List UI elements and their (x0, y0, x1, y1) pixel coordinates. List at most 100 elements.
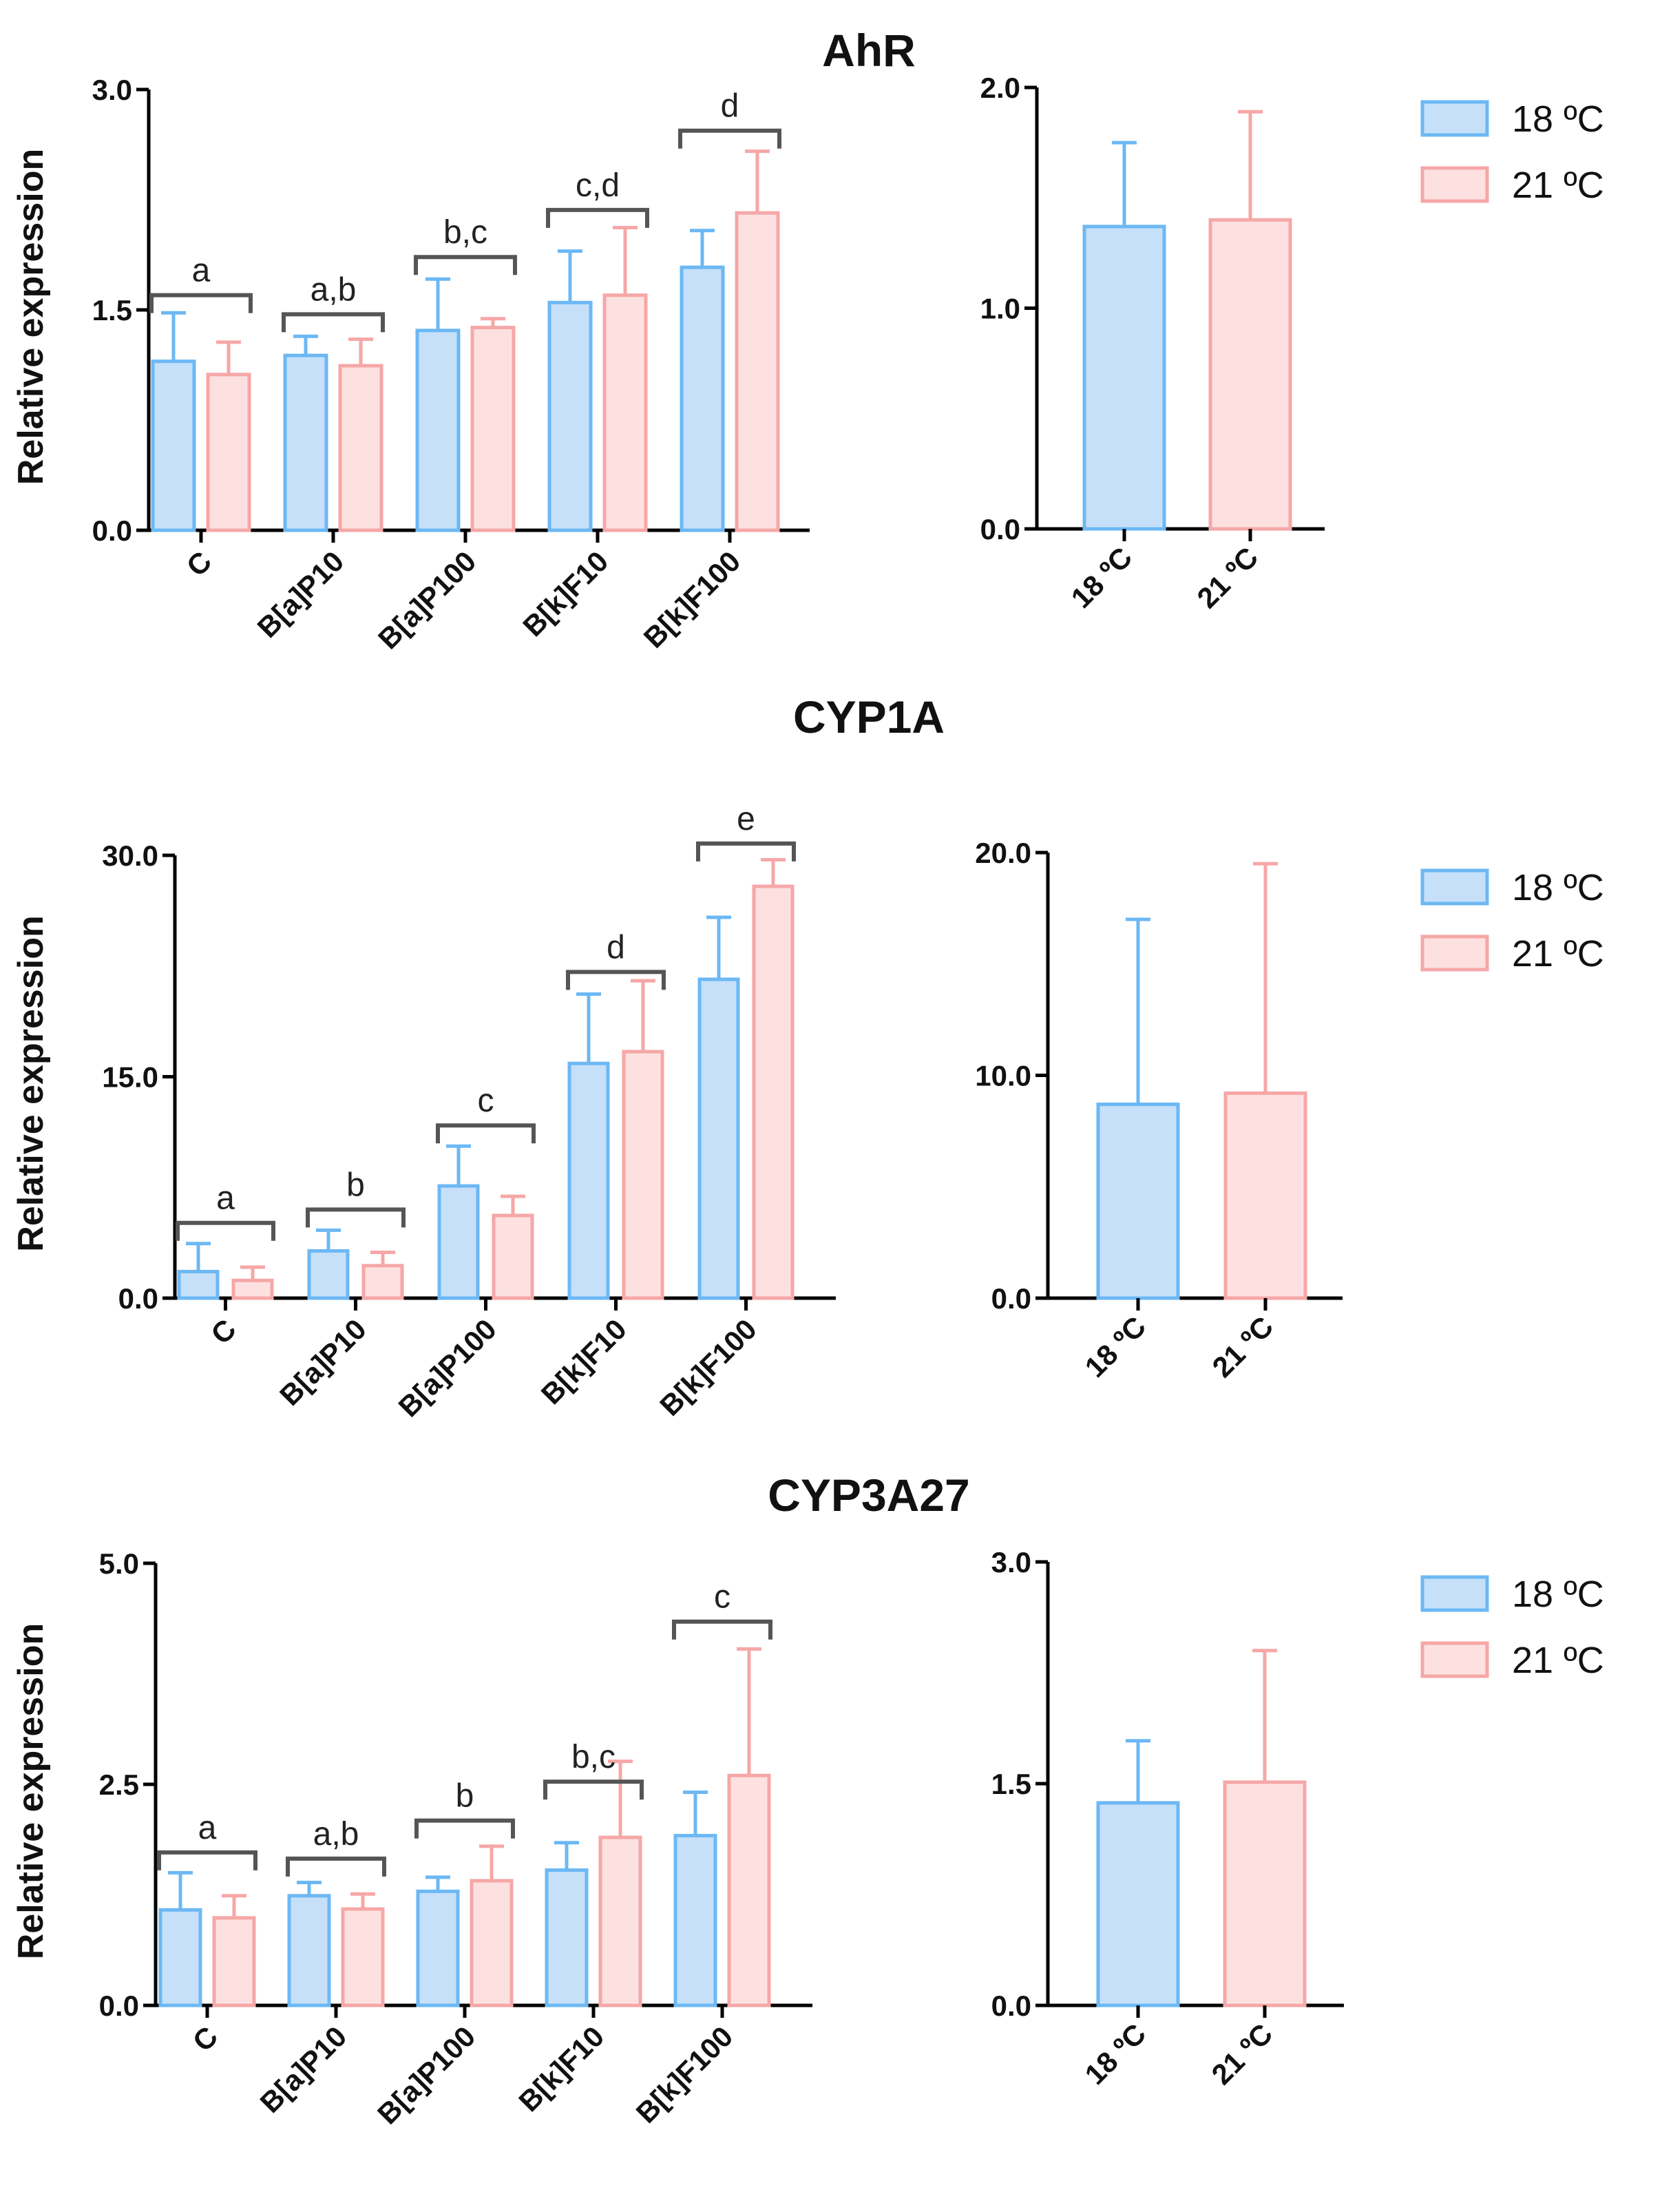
significance-bracket (414, 255, 517, 275)
bar-18c (158, 1908, 202, 2007)
y-tick-label: 0.0 (92, 514, 132, 547)
significance-letter: c (478, 1083, 494, 1119)
bar-18c (567, 1061, 610, 1300)
significance-bracket (157, 1850, 257, 1870)
bar-21c (752, 884, 795, 1300)
bar-18c (283, 353, 328, 532)
significance-letter: a,b (311, 271, 357, 308)
y-tick-label: 0.0 (980, 513, 1020, 545)
bar-18c (151, 359, 196, 532)
legend: 18 ºC 21 ºC (1420, 98, 1604, 206)
bar-21c (602, 293, 648, 532)
significance-letter: a (192, 253, 211, 289)
bar-18c (1096, 1103, 1180, 1300)
significance-bracket (566, 970, 666, 990)
y-tick-label: 0.0 (99, 1990, 139, 2022)
y-tick-label: 2.0 (980, 72, 1020, 104)
legend-label-18c: 18 ºC (1512, 1574, 1604, 1615)
bar-21c (231, 1278, 274, 1300)
legend-swatch-18c (1420, 868, 1489, 906)
bar-21c (1208, 218, 1292, 531)
y-tick-label: 10.0 (975, 1060, 1031, 1092)
x-category-label: B[a]P10 (254, 2020, 353, 2119)
significance-bracket (306, 1207, 406, 1228)
significance-letter: b,c (571, 1739, 616, 1775)
x-category-label: B[a]P10 (251, 545, 350, 644)
bar-21c (212, 1916, 256, 2007)
x-category-label: C (180, 545, 218, 583)
temperature-panel: 0.0 1.0 2.0 18 ºC 21 ºC (980, 72, 1325, 614)
bar-18c (697, 977, 740, 1300)
y-tick-label: 1.0 (980, 293, 1020, 325)
significance-letter: b (456, 1778, 474, 1815)
x-category-label: 18 ºC (1079, 1310, 1153, 1384)
bar-18c (307, 1249, 350, 1300)
y-axis-label: Relative expression (11, 915, 51, 1251)
y-tick-label: 20.0 (975, 837, 1031, 869)
y-tick-label: 3.0 (92, 74, 132, 106)
bar-21c (598, 1835, 642, 2007)
legend-swatch-18c (1420, 100, 1489, 137)
bar-18c (177, 1269, 220, 1300)
x-category-label: C (204, 1313, 242, 1350)
significance-letter: c (714, 1579, 730, 1616)
significance-letter: d (607, 929, 625, 966)
chart-title: CYP1A (793, 691, 945, 742)
significance-bracket (678, 128, 781, 149)
bar-21c (622, 1050, 664, 1300)
significance-letter: b (346, 1167, 365, 1203)
x-category-label: B[a]P100 (392, 1313, 503, 1423)
legend: 18 ºC 21 ºC (1420, 1574, 1604, 1681)
y-tick-label: 0.0 (118, 1282, 158, 1315)
legend-swatch-18c (1420, 1575, 1489, 1612)
significance-letter: c,d (576, 167, 620, 204)
significance-letter: a (216, 1180, 235, 1217)
bar-21c (338, 364, 383, 532)
x-category-label: B[k]F10 (512, 2020, 610, 2118)
significance-bracket (282, 312, 385, 333)
main-panel: 0.0 15.0 30.0 Relative expression Ca B[a]P10 b… (11, 801, 836, 1423)
significance-bracket (414, 1818, 515, 1839)
y-tick-label: 2.5 (99, 1768, 139, 1801)
legend-label-21c: 21 ºC (1512, 933, 1604, 974)
significance-bracket (436, 1123, 536, 1144)
bar-21c (735, 211, 780, 532)
x-category-label: B[a]P100 (372, 545, 482, 655)
y-tick-label: 3.0 (991, 1546, 1031, 1578)
significance-bracket (176, 1220, 275, 1241)
y-axis-label: Relative expression (11, 1623, 51, 1959)
bar-21c (361, 1264, 404, 1300)
y-tick-label: 1.5 (92, 294, 132, 326)
x-category-label: B[k]F10 (516, 545, 614, 643)
x-category-label: B[k]F10 (535, 1313, 633, 1410)
bar-21c (727, 1773, 771, 2007)
significance-bracket (696, 841, 796, 862)
legend-label-18c: 18 ºC (1512, 98, 1604, 140)
bar-21c (492, 1213, 534, 1300)
bar-18c (680, 265, 725, 532)
bar-18c (547, 300, 593, 532)
significance-bracket (543, 1780, 644, 1800)
bar-21c (1223, 1780, 1307, 2007)
bar-21c (206, 373, 251, 532)
temperature-panel: 0.0 10.0 20.0 18 ºC 21 ºC (975, 837, 1343, 1384)
main-panel: 0.0 1.5 3.0 Relative expression Ca B[a]P10 a,b… (11, 74, 810, 655)
x-category-label: B[k]F100 (630, 2020, 739, 2129)
significance-letter: e (737, 801, 755, 837)
legend-label-18c: 18 ºC (1512, 867, 1604, 908)
significance-bracket (149, 293, 253, 313)
bar-18c (415, 328, 461, 532)
bar-18c (673, 1833, 717, 2007)
x-category-label: 18 ºC (1079, 2017, 1153, 2091)
significance-bracket (672, 1619, 772, 1640)
bar-21c (1223, 1091, 1307, 1300)
y-tick-label: 30.0 (102, 839, 158, 872)
x-category-label: 21 ºC (1191, 541, 1265, 614)
bar-18c (1082, 225, 1166, 531)
x-category-label: 21 ºC (1206, 1310, 1280, 1384)
x-category-label: B[a]P10 (273, 1313, 372, 1412)
y-tick-label: 1.5 (991, 1768, 1031, 1800)
y-tick-label: 15.0 (102, 1061, 158, 1094)
temperature-panel: 0.0 1.5 3.0 18 ºC 21 ºC (991, 1546, 1344, 2091)
